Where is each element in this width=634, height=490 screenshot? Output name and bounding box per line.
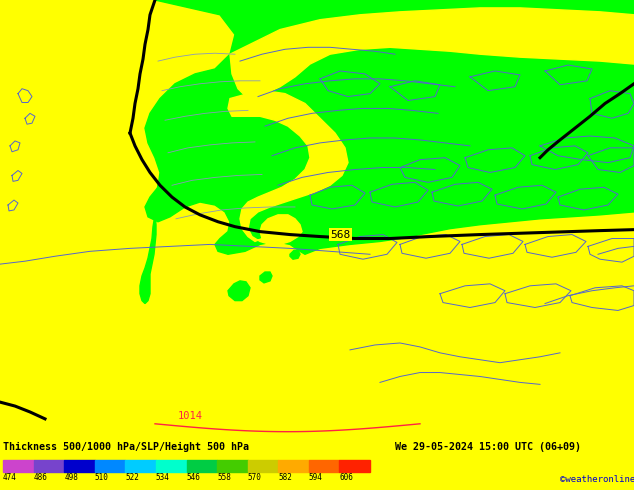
Text: 582: 582 <box>278 473 292 482</box>
Text: 534: 534 <box>156 473 170 482</box>
Text: 558: 558 <box>217 473 231 482</box>
Text: 522: 522 <box>126 473 139 482</box>
Polygon shape <box>260 272 272 283</box>
Text: 510: 510 <box>94 473 108 482</box>
Text: 568: 568 <box>330 230 350 240</box>
Bar <box>248 460 278 472</box>
Bar <box>34 460 64 472</box>
Bar <box>126 460 156 472</box>
Bar <box>339 460 370 472</box>
Text: 474: 474 <box>3 473 17 482</box>
Text: 546: 546 <box>186 473 200 482</box>
Polygon shape <box>228 91 348 245</box>
Polygon shape <box>290 250 300 259</box>
Polygon shape <box>140 126 182 304</box>
Text: ©weatheronline.co.uk: ©weatheronline.co.uk <box>560 475 634 484</box>
Bar <box>278 460 309 472</box>
Text: Thickness 500/1000 hPa/SLP/Height 500 hPa: Thickness 500/1000 hPa/SLP/Height 500 hP… <box>3 441 249 452</box>
Bar <box>94 460 126 472</box>
Bar <box>3 460 34 472</box>
Polygon shape <box>228 281 250 300</box>
Text: 570: 570 <box>248 473 262 482</box>
Text: 1014: 1014 <box>178 411 202 421</box>
Bar <box>186 460 217 472</box>
Polygon shape <box>230 8 634 98</box>
Polygon shape <box>233 166 254 187</box>
Text: 486: 486 <box>34 473 48 482</box>
Bar <box>64 460 94 472</box>
Text: 498: 498 <box>64 473 78 482</box>
Bar <box>309 460 339 472</box>
Text: 606: 606 <box>339 473 353 482</box>
Text: 594: 594 <box>309 473 323 482</box>
Polygon shape <box>145 0 634 254</box>
Bar <box>156 460 186 472</box>
Text: We 29-05-2024 15:00 UTC (06+09): We 29-05-2024 15:00 UTC (06+09) <box>395 441 581 452</box>
Bar <box>217 460 248 472</box>
